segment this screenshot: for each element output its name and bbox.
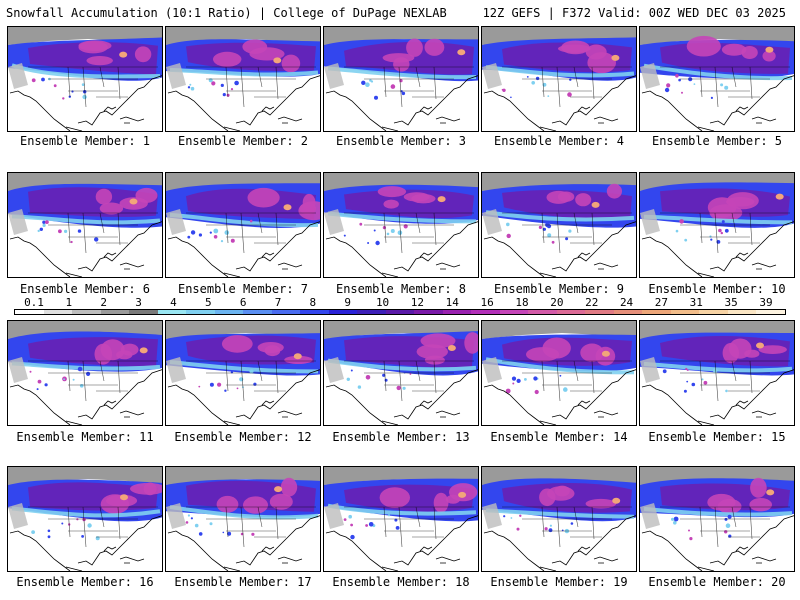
- ensemble-member-label: Ensemble Member: 18: [332, 575, 470, 589]
- colorbar-swatch: [528, 310, 557, 314]
- ensemble-member-map: [481, 26, 637, 132]
- colorbar-swatch: [214, 310, 244, 314]
- ensemble-member-map: [323, 320, 479, 426]
- ensemble-member-map: [7, 26, 163, 132]
- colorbar-swatch: [357, 310, 386, 314]
- colorbar-swatch: [385, 310, 415, 314]
- ensemble-member-label: Ensemble Member: 12: [174, 430, 312, 444]
- ensemble-member-map: [639, 466, 795, 572]
- snowfall-colorbar: [14, 309, 786, 315]
- colorbar-tick-label: 39: [759, 296, 773, 309]
- colorbar-swatch: [243, 310, 272, 314]
- colorbar-swatch: [328, 310, 358, 314]
- colorbar-tick-label: 9: [344, 296, 352, 309]
- ensemble-member-map: [165, 466, 321, 572]
- ensemble-member-map: [639, 320, 795, 426]
- ensemble-member-label: Ensemble Member: 19: [490, 575, 628, 589]
- colorbar-tick-label: 31: [689, 296, 703, 309]
- ensemble-member-label: Ensemble Member: 16: [16, 575, 154, 589]
- chart-title: Snowfall Accumulation (10:1 Ratio) | Col…: [6, 6, 447, 20]
- ensemble-member-label: Ensemble Member: 17: [174, 575, 312, 589]
- colorbar-swatch: [442, 310, 472, 314]
- colorbar-tick-label: 14: [445, 296, 459, 309]
- colorbar-tick-label: 35: [724, 296, 738, 309]
- colorbar-swatch: [756, 310, 785, 314]
- ensemble-member-map: [323, 172, 479, 278]
- ensemble-member-label: Ensemble Member: 6: [19, 282, 151, 296]
- colorbar-tick-label: 24: [619, 296, 634, 309]
- ensemble-member-label: Ensemble Member: 13: [332, 430, 470, 444]
- colorbar-tick-label: 3: [135, 296, 142, 309]
- colorbar-swatch: [72, 310, 101, 314]
- ensemble-member-map: [165, 26, 321, 132]
- colorbar-tick-label: 18: [515, 296, 529, 309]
- colorbar-swatch: [129, 310, 158, 314]
- ensemble-member-map: [639, 26, 795, 132]
- colorbar-tick-label: 1: [65, 296, 73, 309]
- ensemble-member-map: [481, 172, 637, 278]
- colorbar-tick-label: 27: [654, 296, 669, 309]
- colorbar-tick-label: 20: [550, 296, 564, 309]
- colorbar-swatch: [15, 310, 44, 314]
- ensemble-member-label: Ensemble Member: 11: [16, 430, 154, 444]
- colorbar-tick-label: 6: [239, 296, 247, 309]
- colorbar-tick-label: 5: [204, 296, 212, 309]
- ensemble-member-label: Ensemble Member: 7: [177, 282, 309, 296]
- colorbar-tick-label: 22: [585, 296, 599, 309]
- colorbar-swatch: [556, 310, 586, 314]
- colorbar-swatch: [100, 310, 130, 314]
- ensemble-member-map: [481, 320, 637, 426]
- colorbar-tick-label: 16: [480, 296, 494, 309]
- colorbar-tick-label: 8: [309, 296, 317, 309]
- colorbar-swatch: [157, 310, 187, 314]
- ensemble-member-label: Ensemble Member: 3: [335, 134, 467, 148]
- colorbar-swatch: [471, 310, 500, 314]
- ensemble-member-label: Ensemble Member: 8: [335, 282, 467, 296]
- ensemble-member-map: [481, 466, 637, 572]
- colorbar-tick-label: 12: [410, 296, 425, 309]
- colorbar-swatch: [613, 310, 643, 314]
- ensemble-member-map: [7, 466, 163, 572]
- colorbar-swatch: [585, 310, 614, 314]
- colorbar-swatch: [699, 310, 728, 314]
- ensemble-member-map: [165, 320, 321, 426]
- colorbar-swatch: [499, 310, 529, 314]
- colorbar-swatch: [642, 310, 671, 314]
- ensemble-member-label: Ensemble Member: 10: [648, 282, 786, 296]
- ensemble-member-label: Ensemble Member: 2: [177, 134, 309, 148]
- colorbar-tick-label: 10: [375, 296, 390, 309]
- colorbar-swatch: [300, 310, 329, 314]
- ensemble-member-label: Ensemble Member: 4: [493, 134, 625, 148]
- ensemble-member-map: [639, 172, 795, 278]
- ensemble-member-label: Ensemble Member: 14: [490, 430, 628, 444]
- ensemble-member-label: Ensemble Member: 15: [648, 430, 786, 444]
- colorbar-tick-label: 2: [100, 296, 108, 309]
- colorbar-tick-label: 4: [170, 296, 177, 309]
- colorbar-tick-label: 7: [274, 296, 282, 309]
- colorbar-swatch: [727, 310, 757, 314]
- ensemble-member-label: Ensemble Member: 1: [19, 134, 151, 148]
- ensemble-member-label: Ensemble Member: 5: [651, 134, 783, 148]
- model-valid-time: 12Z GEFS | F372 Valid: 00Z WED DEC 03 20…: [482, 6, 786, 20]
- colorbar-swatch: [43, 310, 73, 314]
- colorbar-swatch: [670, 310, 700, 314]
- colorbar-tick-label: 0.1: [24, 296, 44, 309]
- ensemble-member-map: [323, 26, 479, 132]
- colorbar-swatch: [414, 310, 443, 314]
- ensemble-member-map: [165, 172, 321, 278]
- ensemble-member-map: [323, 466, 479, 572]
- colorbar-swatch: [186, 310, 215, 314]
- colorbar-swatch: [271, 310, 301, 314]
- ensemble-member-label: Ensemble Member: 20: [648, 575, 786, 589]
- ensemble-member-map: [7, 172, 163, 278]
- ensemble-member-label: Ensemble Member: 9: [493, 282, 625, 296]
- ensemble-member-map: [7, 320, 163, 426]
